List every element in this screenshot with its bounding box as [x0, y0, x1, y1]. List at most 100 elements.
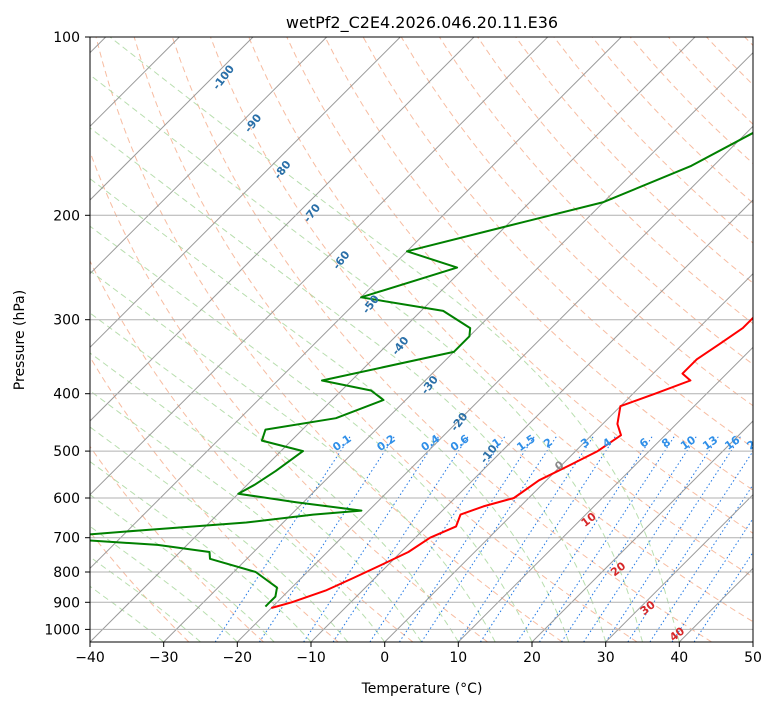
dry-adiabat — [477, 37, 753, 325]
mixing-ratio-line — [398, 434, 536, 642]
isotherm-line — [90, 37, 622, 570]
mixing-ratio-line — [649, 483, 753, 642]
temperature-profile — [271, 316, 753, 609]
mixing-ratio-line — [258, 434, 396, 642]
moist-adiabat — [90, 74, 643, 642]
chart-title: wetPf2_C2E4.2026.046.20.11.E36 — [286, 13, 558, 33]
moist-adiabat — [90, 352, 422, 642]
mixing-ratio-line — [303, 434, 440, 642]
y-tick-label: 200 — [53, 208, 80, 224]
y-tick-label: 400 — [53, 387, 80, 403]
dry-adiabat — [210, 37, 753, 623]
dry-adiabat — [90, 259, 414, 642]
mixing-ratio-label: 3 — [578, 436, 592, 451]
mixing-ratio-line — [561, 434, 698, 642]
y-tick-label: 800 — [53, 565, 80, 581]
moist-adiabat-label: 0 — [552, 458, 566, 473]
x-tick-label: −30 — [149, 650, 179, 666]
isotherm-line — [310, 199, 753, 642]
moist-adiabat — [90, 556, 201, 642]
mixing-ratio-line — [457, 434, 595, 642]
mixing-ratio-line — [693, 551, 753, 642]
dry-adiabat — [744, 37, 753, 47]
moist-adiabat-label: 40 — [667, 624, 687, 644]
y-tick-label: 900 — [53, 595, 80, 611]
y-tick-label: 700 — [53, 531, 80, 547]
plot-frame — [89, 36, 754, 643]
x-tick-label: −20 — [223, 650, 253, 666]
mixing-ratio-label: 13 — [700, 433, 720, 452]
moist-adiabat — [90, 127, 607, 642]
dry-adiabat — [591, 37, 753, 204]
dry-adiabat — [90, 531, 190, 642]
dry-adiabat — [90, 356, 339, 642]
moist-adiabat — [90, 390, 386, 642]
moist-adiabat — [90, 525, 238, 642]
dry-adiabat — [133, 37, 638, 642]
moist-adiabat — [90, 225, 533, 642]
isotherm-line — [90, 37, 696, 642]
isotherm-line — [90, 37, 254, 201]
isotherm-line — [90, 37, 549, 496]
x-tick-label: −10 — [296, 650, 326, 666]
isotherm-line — [90, 37, 328, 275]
y-axis-label: Pressure (hPa) — [12, 290, 28, 390]
mixing-ratio-line — [369, 434, 507, 642]
dry-adiabat — [324, 37, 753, 491]
dry-adiabat — [553, 37, 753, 244]
isotherm-line — [384, 272, 753, 642]
dry-adiabat-label: -20 — [448, 410, 471, 434]
y-axis-ticks: 100 200 300 400 500 600 700 800 900 1000 — [44, 30, 90, 638]
moist-adiabat — [90, 178, 570, 642]
y-tick-label: 1000 — [44, 622, 80, 638]
y-tick-label: 500 — [53, 444, 80, 460]
x-axis-ticks: −40 −30 −20 −10 0 10 20 30 40 50 — [75, 642, 762, 666]
dry-adiabat-label: -40 — [389, 334, 412, 358]
isotherm-line — [457, 346, 753, 642]
mixing-ratio-line — [332, 434, 470, 642]
dry-adiabat — [95, 37, 563, 642]
x-tick-label: 40 — [670, 650, 688, 666]
isotherm-line — [752, 641, 753, 642]
mixing-ratio-label: 8 — [659, 436, 673, 451]
moist-adiabat — [109, 37, 680, 642]
dry-adiabat — [286, 37, 753, 534]
isotherm-line — [531, 420, 753, 642]
y-tick-label: 100 — [53, 30, 80, 46]
x-tick-label: 50 — [744, 650, 762, 666]
mixing-ratio-label: 25 — [767, 433, 775, 452]
dewpoint-profile — [90, 131, 753, 608]
mixing-ratio-line — [671, 517, 753, 642]
mixing-ratio-label: 16 — [722, 433, 742, 453]
series-layer — [90, 131, 753, 609]
mixing-ratio-label: 10 — [678, 433, 698, 453]
x-tick-label: 20 — [523, 650, 541, 666]
x-tick-label: 10 — [449, 650, 467, 666]
mixing-ratio-label: 20 — [744, 433, 764, 453]
grid-layer — [90, 37, 753, 642]
moist-adiabat — [90, 312, 459, 642]
dry-adiabat-label: -100 — [210, 62, 237, 92]
moist-adiabat-label: 10 — [579, 510, 599, 530]
y-tick-label: 300 — [53, 313, 80, 329]
dry-adiabat-label: -70 — [301, 201, 324, 225]
x-axis-label: Temperature (°C) — [361, 681, 483, 697]
mixing-ratio-line — [516, 434, 654, 642]
x-tick-label: 30 — [597, 650, 615, 666]
x-tick-label: −40 — [75, 650, 105, 666]
moist-adiabat — [90, 461, 312, 642]
isotherm-line — [236, 125, 753, 642]
mixing-ratio-label: 6 — [637, 435, 651, 450]
mixing-ratio-line — [605, 434, 742, 642]
dry-adiabat-label: -80 — [271, 158, 294, 182]
moist-adiabat — [90, 494, 275, 642]
dry-adiabat-label: -90 — [242, 111, 265, 135]
x-tick-label: 0 — [380, 650, 389, 666]
mixing-ratio-label: 2 — [541, 436, 555, 451]
dry-adiabat — [706, 37, 753, 86]
isotherm-line — [605, 493, 753, 642]
dry-adiabat — [668, 37, 753, 125]
dry-adiabat — [90, 445, 264, 642]
isotherm-line — [90, 37, 475, 422]
